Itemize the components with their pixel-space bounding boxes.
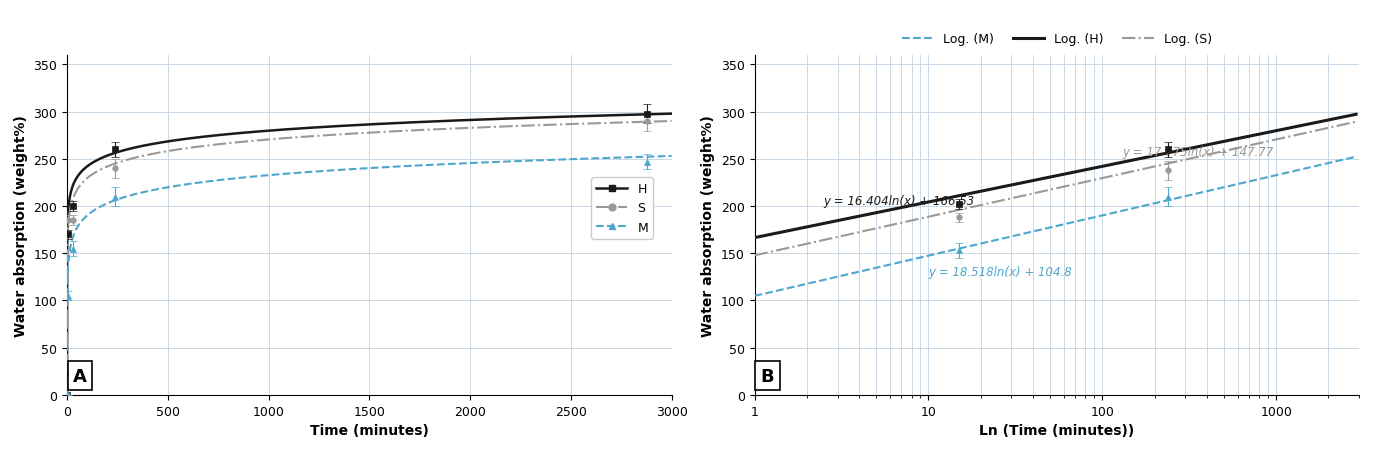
Legend: Log. (M), Log. (H), Log. (S): Log. (M), Log. (H), Log. (S) — [897, 28, 1216, 51]
X-axis label: Time (minutes): Time (minutes) — [310, 423, 428, 437]
Text: y = 18.518ln(x) + 104.8: y = 18.518ln(x) + 104.8 — [928, 265, 1072, 278]
Y-axis label: Water absorption (weight%): Water absorption (weight%) — [14, 115, 27, 336]
Text: B: B — [761, 367, 774, 385]
Text: A: A — [73, 367, 86, 385]
X-axis label: Ln (Time (minutes)): Ln (Time (minutes)) — [979, 423, 1134, 437]
Y-axis label: Water absorption (weight%): Water absorption (weight%) — [702, 115, 715, 336]
Text: y = 16.404ln(x) + 166.53: y = 16.404ln(x) + 166.53 — [824, 194, 975, 207]
Legend: H, S, M: H, S, M — [592, 178, 654, 239]
Text: y = 17.775ln(x) + 147.77: y = 17.775ln(x) + 147.77 — [1122, 146, 1273, 159]
